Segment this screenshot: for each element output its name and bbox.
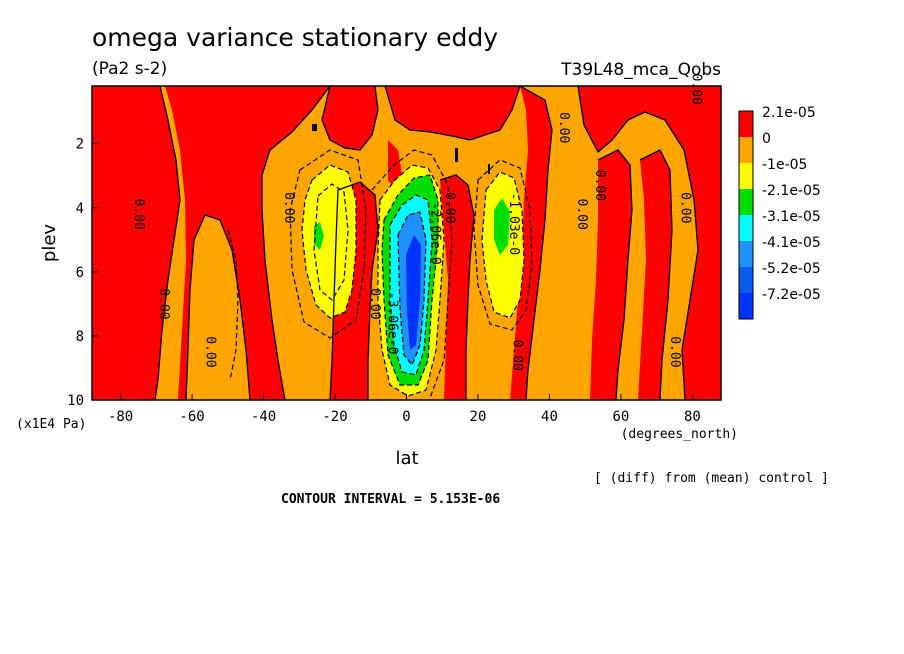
x-tick-label: 40 xyxy=(541,409,558,425)
legend-swatch xyxy=(739,293,753,319)
contour-label: 0.00 xyxy=(592,170,607,201)
chart-title: omega variance stationary eddy xyxy=(92,23,498,52)
diff-note: [ (diff) from (mean) control ] xyxy=(594,471,829,486)
contour-label: 0.00 xyxy=(367,288,382,319)
legend-label: -2.1e-05 xyxy=(762,183,821,199)
x-tick-label: 60 xyxy=(613,409,630,425)
colorbar-legend: 2.1e-05 0 -1e-05 -2.1e-05 -3.1e-05 -4.1e-05 -5… xyxy=(738,105,821,320)
x-tick-label: 0 xyxy=(402,409,410,425)
field-red-eq-east xyxy=(440,175,474,400)
x-tick-label: 80 xyxy=(684,409,701,425)
contour-label: 0.00 xyxy=(574,199,589,230)
contour-label: -1.03e-0 xyxy=(506,192,521,255)
legend-label: 0 xyxy=(762,131,771,147)
legend-label: -7.2e-05 xyxy=(762,287,821,303)
field-red-eq-top xyxy=(385,86,520,140)
x-tick-label: -60 xyxy=(179,409,204,425)
contour-lines-dashed xyxy=(227,149,533,399)
y-axis-label: plev xyxy=(39,224,60,263)
chart-units: (Pa2 s-2) xyxy=(92,59,167,79)
legend-label: -1e-05 xyxy=(762,157,807,173)
contour-label: 0.00 xyxy=(510,339,525,370)
y-axis: 2 4 6 8 10 xyxy=(67,137,98,409)
legend-label: -3.1e-05 xyxy=(762,209,821,225)
contour-label: 0.00 xyxy=(667,336,682,367)
x-tick-label: -40 xyxy=(251,409,276,425)
field-detail-3 xyxy=(488,164,490,174)
field-green-nh-subtrop xyxy=(494,198,510,255)
contour-label: 0.00 xyxy=(156,288,171,319)
contour-interval: CONTOUR INTERVAL = 5.153E-06 xyxy=(281,492,500,507)
y-tick-label: 4 xyxy=(76,201,84,217)
legend-swatch xyxy=(739,137,753,163)
x-tick-label: -80 xyxy=(108,409,133,425)
legend-label: -4.1e-05 xyxy=(762,235,821,251)
x-axis: -80 -60 -40 -20 0 20 40 60 80 xyxy=(108,394,701,425)
field-red-sh-mid xyxy=(165,86,330,400)
legend-swatch xyxy=(739,111,753,137)
contour-label: 0.00 xyxy=(556,112,571,143)
y-axis-units: (x1E4 Pa) xyxy=(16,417,86,432)
contour-label: -3.06e-0 xyxy=(385,292,400,355)
contour-label: 0.00 xyxy=(131,199,146,230)
contour-label: -2.06e-0 xyxy=(428,202,443,265)
x-axis-units: (degrees_north) xyxy=(621,427,738,442)
legend-swatch xyxy=(739,163,753,189)
legend-swatch xyxy=(739,267,753,293)
legend-swatch xyxy=(739,241,753,267)
x-tick-label: 20 xyxy=(470,409,487,425)
field-red-nh-interior xyxy=(638,150,672,400)
contour-label: 0.00 xyxy=(678,192,693,223)
contour-labels: 0.000.000.000.000.00 -3.06e-0-2.06e-0 0.00… xyxy=(131,74,704,371)
contour-label: 0.00 xyxy=(688,74,703,105)
field-detail-2 xyxy=(455,148,458,162)
field-green-sh-subtrop xyxy=(314,222,324,250)
x-axis-label: lat xyxy=(395,448,418,469)
field-red-center-top xyxy=(322,86,378,150)
field-yellow-sh-subtrop xyxy=(302,165,356,318)
field-darkblue-eq xyxy=(406,235,421,350)
legend-label: 2.1e-05 xyxy=(762,105,816,121)
y-tick-label: 10 xyxy=(67,393,84,409)
legend-swatch xyxy=(739,189,753,215)
field-red-nh-polar xyxy=(578,86,721,400)
y-tick-label: 6 xyxy=(76,265,84,281)
y-tick-label: 8 xyxy=(76,329,84,345)
contour-label: 0.00 xyxy=(442,192,457,223)
legend-label: -5.2e-05 xyxy=(762,261,821,277)
field-red-sh-polar xyxy=(92,86,180,400)
legend-swatch xyxy=(739,215,753,241)
contour-lines-solid xyxy=(154,86,699,400)
contour-label: 0.00 xyxy=(281,192,296,223)
field-detail-1 xyxy=(312,124,317,131)
experiment-label: T39L48_mca_Qobs xyxy=(560,60,721,80)
contour-label: 0.00 xyxy=(202,336,217,367)
plot-area xyxy=(92,86,721,400)
y-tick-label: 2 xyxy=(76,137,84,153)
x-tick-label: -20 xyxy=(322,409,347,425)
field-red-nh-mid xyxy=(510,86,552,400)
legend-border xyxy=(738,110,754,320)
